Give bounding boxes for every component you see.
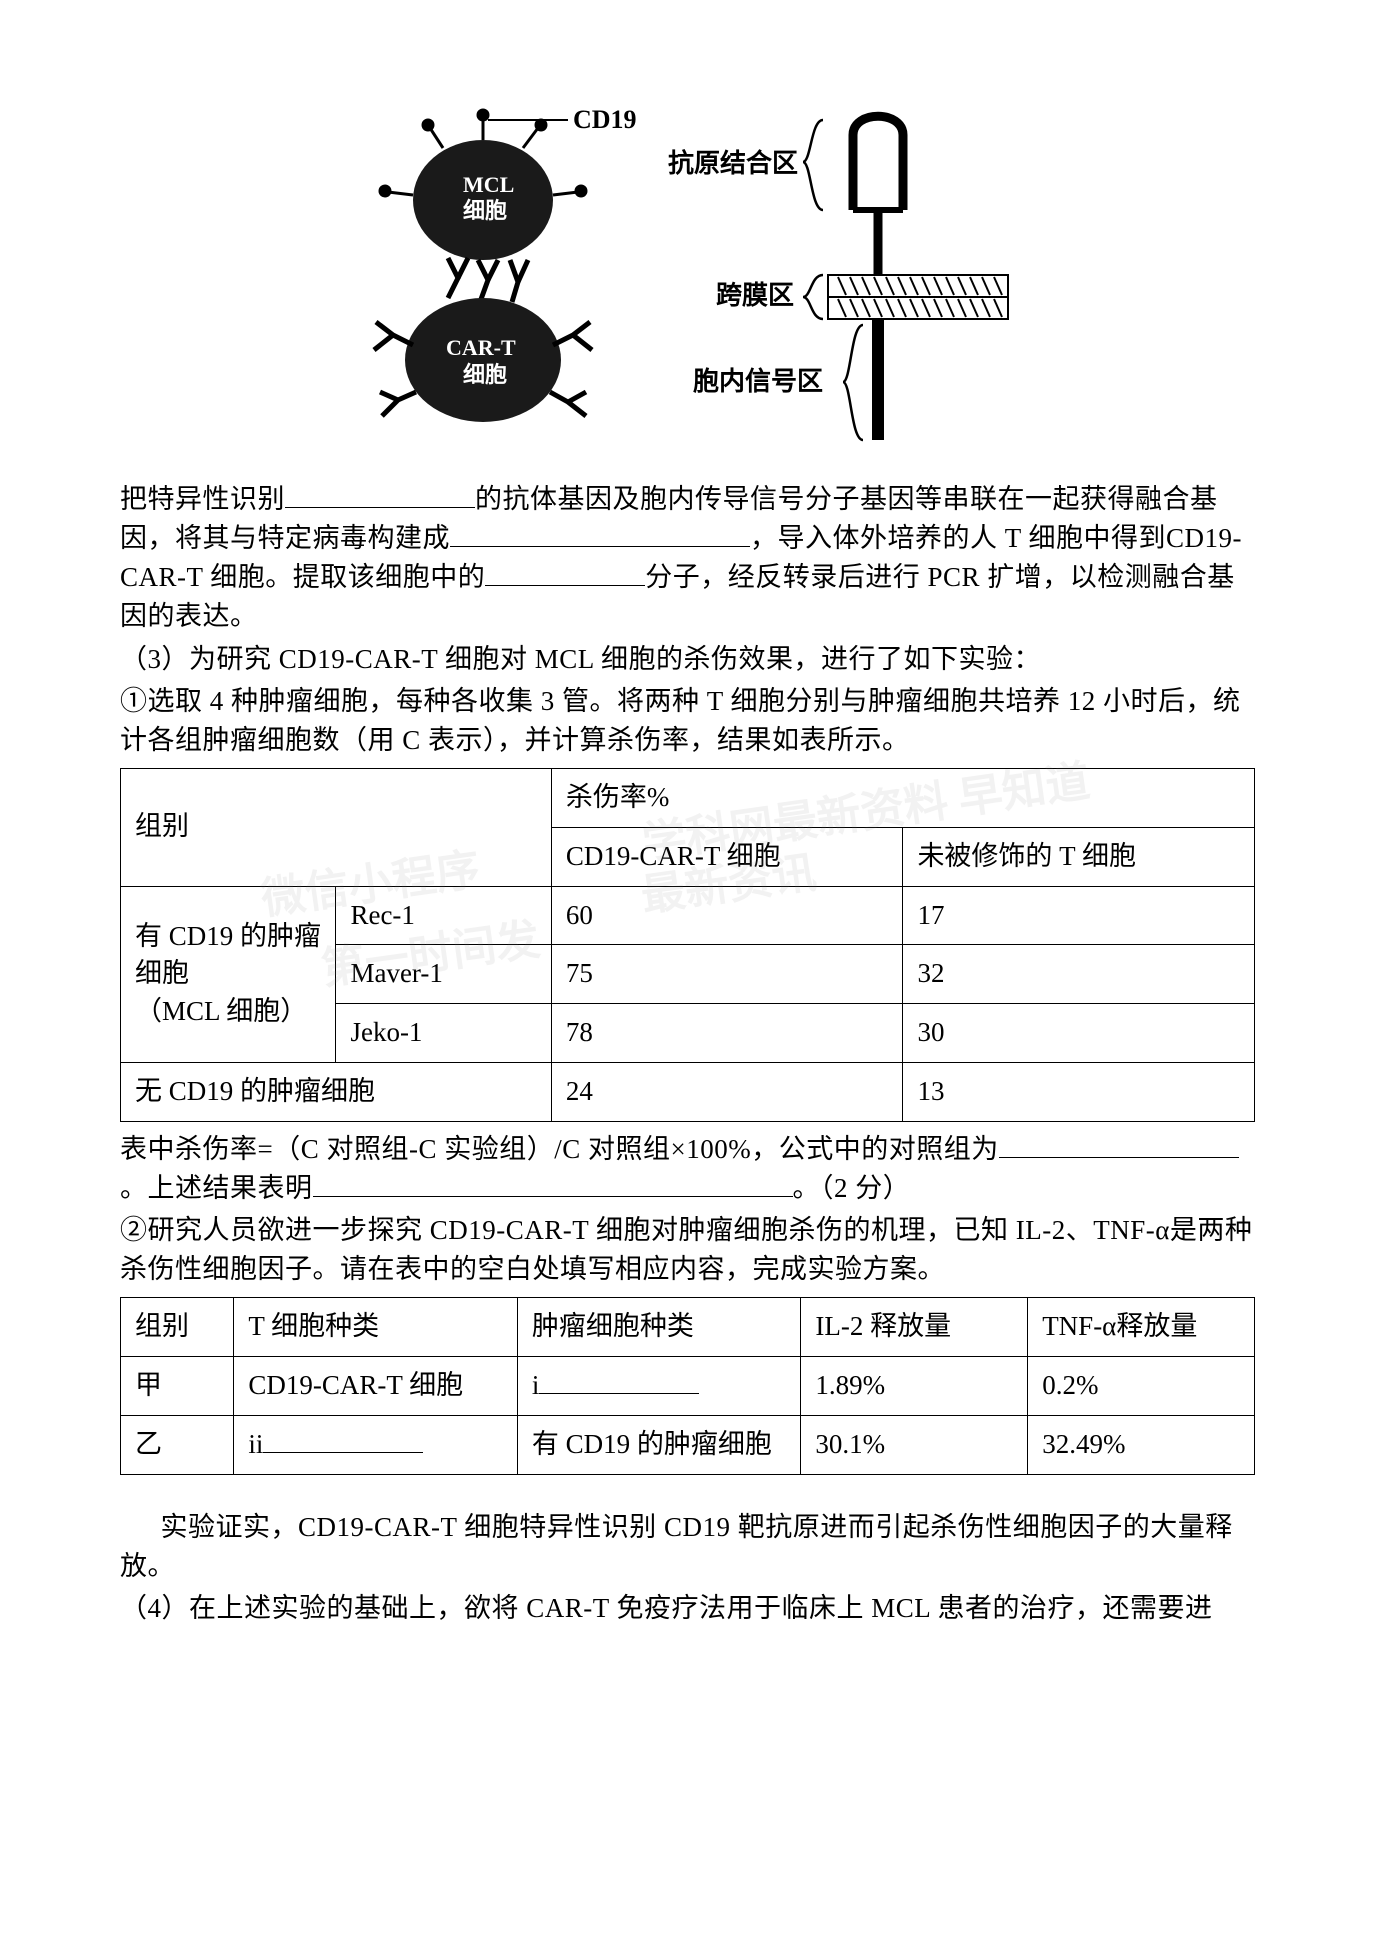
prefix-i: i [532, 1370, 540, 1400]
td-unmod: 30 [903, 1004, 1255, 1063]
para-3: （3）为研究 CD19-CAR-T 细胞对 MCL 细胞的杀伤效果，进行了如下实… [120, 640, 1255, 679]
blank-i[interactable] [539, 1367, 699, 1394]
th-tnf: TNF-α释放量 [1028, 1298, 1255, 1357]
th-il2: IL-2 释放量 [801, 1298, 1028, 1357]
blank-3[interactable] [485, 559, 645, 586]
blank-1[interactable] [285, 481, 475, 508]
diagram-container: CD19 MCL 细胞 CAR-T 细胞 [120, 100, 1255, 460]
table1-wrapper: 组别 杀伤率% CD19-CAR-T 细胞 未被修饰的 T 细胞 有 CD19 … [120, 768, 1255, 1122]
table-row: 组别 T 细胞种类 肿瘤细胞种类 IL-2 释放量 TNF-α释放量 [121, 1298, 1255, 1357]
td-nocd19-unmod: 13 [903, 1062, 1255, 1121]
para-conclusion: 实验证实，CD19-CAR-T 细胞特异性识别 CD19 靶抗原进而引起杀伤性细… [120, 1508, 1255, 1586]
brace-antigen [803, 120, 823, 210]
table-row: 无 CD19 的肿瘤细胞 24 13 [121, 1062, 1255, 1121]
car-t-cell-shape [405, 298, 561, 422]
td-group-a: 甲 [121, 1357, 234, 1416]
car-t-cell-label-2: 细胞 [463, 362, 507, 387]
table-row: 有 CD19 的肿瘤细胞（MCL 细胞） Rec-1 60 17 [121, 886, 1255, 945]
para-3-1: ①选取 4 种肿瘤细胞，每种各收集 3 管。将两种 T 细胞分别与肿瘤细胞共培养… [120, 682, 1255, 760]
page-root: CD19 MCL 细胞 CAR-T 细胞 [0, 0, 1375, 1942]
td-tnf-a: 0.2% [1028, 1357, 1255, 1416]
blank-ii[interactable] [263, 1426, 423, 1453]
text-p3b: 。上述结果表明 [120, 1173, 313, 1203]
intracellular-signal-region-label: 胞内信号区 [693, 366, 823, 396]
td-tnf-b: 32.49% [1028, 1415, 1255, 1474]
table-row: 组别 杀伤率% [121, 768, 1255, 827]
blank-2[interactable] [450, 520, 750, 547]
td-cart: 75 [551, 945, 903, 1004]
prefix-ii: ii [248, 1429, 263, 1459]
blank-5[interactable] [313, 1170, 793, 1197]
th-group: 组别 [121, 768, 552, 886]
transmembrane-region-label: 跨膜区 [716, 281, 794, 310]
para-3-2: ②研究人员欲进一步探究 CD19-CAR-T 细胞对肿瘤细胞杀伤的机理，已知 I… [120, 1211, 1255, 1289]
brace-intracellular [843, 325, 863, 440]
th-ttype: T 细胞种类 [234, 1298, 518, 1357]
para-fill-1: 把特异性识别的抗体基因及胞内传导信号分子基因等串联在一起获得融合基因，将其与特定… [120, 480, 1255, 637]
td-nocd19-cart: 24 [551, 1062, 903, 1121]
text-p3c: 。（2 分） [793, 1173, 911, 1203]
table-row: 乙 ii 有 CD19 的肿瘤细胞 30.1% 32.49% [121, 1415, 1255, 1474]
td-cellline: Maver-1 [336, 945, 551, 1004]
mechanism-table: 组别 T 细胞种类 肿瘤细胞种类 IL-2 释放量 TNF-α释放量 甲 CD1… [120, 1297, 1255, 1474]
th-car-t: CD19-CAR-T 细胞 [551, 827, 903, 886]
transmembrane-region [828, 275, 1008, 319]
antigen-region-label: 抗原结合区 [668, 148, 798, 178]
brace-transmembrane [803, 275, 823, 319]
td-unmod: 32 [903, 945, 1255, 1004]
cd19-label: CD19 [573, 105, 637, 134]
td-cart: 78 [551, 1004, 903, 1063]
td-il2-a: 1.89% [801, 1357, 1028, 1416]
para-formula: 表中杀伤率=（C 对照组-C 实验组）/C 对照组×100%，公式中的对照组为。… [120, 1130, 1255, 1208]
th-group2: 组别 [121, 1298, 234, 1357]
td-ttype-b: ii [234, 1415, 518, 1474]
mcl-cell-label-1: MCL [463, 172, 514, 197]
td-tumor-a: i [517, 1357, 801, 1416]
td-ttype-a: CD19-CAR-T 细胞 [234, 1357, 518, 1416]
para-4: （4）在上述实验的基础上，欲将 CAR-T 免疫疗法用于临床上 MCL 患者的治… [120, 1589, 1255, 1628]
car-t-diagram: CD19 MCL 细胞 CAR-T 细胞 [298, 100, 1078, 460]
td-il2-b: 30.1% [801, 1415, 1028, 1474]
antigen-binding-loop [853, 116, 903, 210]
td-tumor-b: 有 CD19 的肿瘤细胞 [517, 1415, 801, 1474]
th-unmod-t: 未被修饰的 T 细胞 [903, 827, 1255, 886]
td-group-b: 乙 [121, 1415, 234, 1474]
th-killrate: 杀伤率% [551, 768, 1254, 827]
td-unmod: 17 [903, 886, 1255, 945]
text-p0: 把特异性识别 [120, 484, 285, 514]
td-cart: 60 [551, 886, 903, 945]
table-row: 甲 CD19-CAR-T 细胞 i 1.89% 0.2% [121, 1357, 1255, 1416]
td-cd19-group: 有 CD19 的肿瘤细胞（MCL 细胞） [121, 886, 336, 1062]
car-t-cell-label-1: CAR-T [446, 335, 516, 360]
th-tumor: 肿瘤细胞种类 [517, 1298, 801, 1357]
td-cellline: Jeko-1 [336, 1004, 551, 1063]
mcl-cell-label-2: 细胞 [463, 198, 507, 223]
blank-4[interactable] [999, 1131, 1239, 1158]
kill-rate-table: 组别 杀伤率% CD19-CAR-T 细胞 未被修饰的 T 细胞 有 CD19 … [120, 768, 1255, 1122]
td-nocd19-label: 无 CD19 的肿瘤细胞 [121, 1062, 552, 1121]
td-cellline: Rec-1 [336, 886, 551, 945]
y-receptors [448, 258, 528, 302]
text-p3a: 表中杀伤率=（C 对照组-C 实验组）/C 对照组×100%，公式中的对照组为 [120, 1134, 999, 1164]
